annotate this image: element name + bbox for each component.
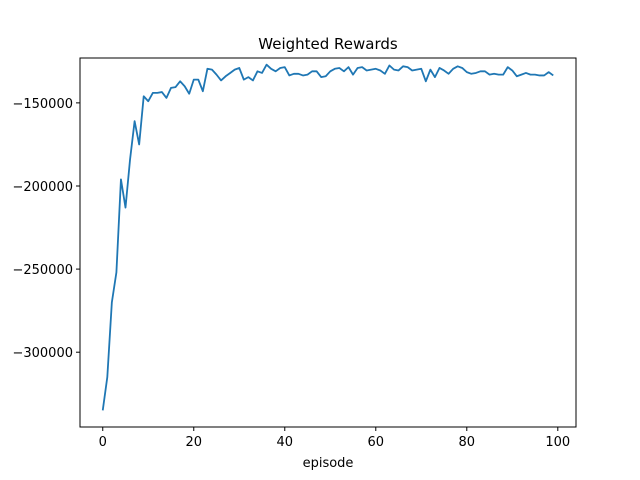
y-tick-label: −150000 xyxy=(12,97,73,112)
y-tick-label: −250000 xyxy=(12,263,73,278)
y-tick-label: −300000 xyxy=(12,346,73,361)
x-tick-label: 40 xyxy=(276,435,293,450)
chart-title: Weighted Rewards xyxy=(258,35,398,53)
x-tick-label: 100 xyxy=(545,435,570,450)
series-line xyxy=(101,63,554,411)
x-tick-label: 60 xyxy=(368,435,385,450)
plot-area xyxy=(101,63,554,411)
x-tick-label: 20 xyxy=(185,435,202,450)
x-tick-label: 80 xyxy=(459,435,476,450)
x-axis-label: episode xyxy=(303,456,354,471)
axes-frame xyxy=(79,57,577,428)
x-tick-label: 0 xyxy=(99,435,107,450)
y-axis: −300000 −250000 −200000 −150000 xyxy=(12,97,80,361)
y-tick-label: −200000 xyxy=(12,180,73,195)
x-axis: 0 20 40 60 80 100 xyxy=(99,427,570,450)
